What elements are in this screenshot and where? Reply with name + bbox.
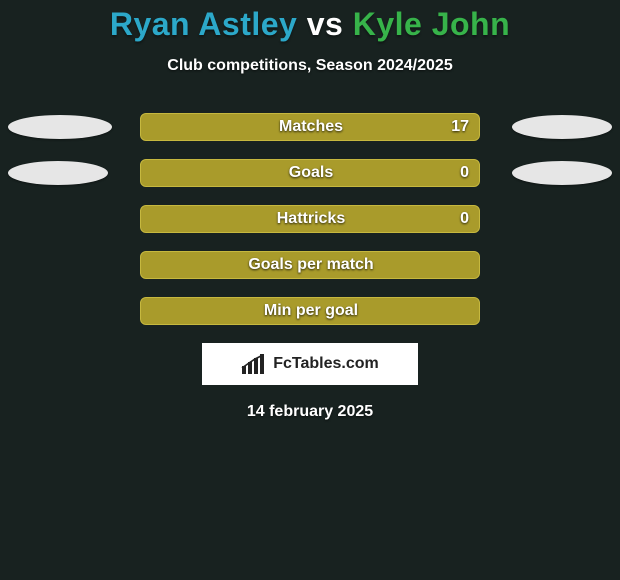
player-b-name: Kyle John: [353, 6, 510, 42]
left-ellipse: [8, 161, 108, 185]
bars-icon: [241, 354, 267, 374]
bar-track: Goals per match: [140, 251, 480, 279]
bar-track: Matches17: [140, 113, 480, 141]
title: Ryan Astley vs Kyle John: [0, 6, 620, 43]
bar-fill: [141, 160, 479, 186]
logo-box: FcTables.com: [202, 343, 418, 385]
bar-track: Min per goal: [140, 297, 480, 325]
subtitle: Club competitions, Season 2024/2025: [0, 57, 620, 75]
stat-row: Goals per match: [0, 251, 620, 279]
stat-row: Hattricks0: [0, 205, 620, 233]
stat-row: Goals0: [0, 159, 620, 187]
bar-fill: [141, 252, 479, 278]
vs-text: vs: [307, 6, 344, 42]
bar-fill: [141, 206, 479, 232]
bar-fill: [141, 114, 479, 140]
player-a-name: Ryan Astley: [110, 6, 298, 42]
right-ellipse: [512, 115, 612, 139]
bar-fill: [141, 298, 479, 324]
bar-track: Hattricks0: [140, 205, 480, 233]
logo-text: FcTables.com: [273, 355, 379, 373]
comparison-card: Ryan Astley vs Kyle John Club competitio…: [0, 0, 620, 580]
stat-rows: Matches17 Goals0 Hattricks0 Goals per match…: [0, 113, 620, 325]
bar-track: Goals0: [140, 159, 480, 187]
date: 14 february 2025: [0, 403, 620, 421]
stat-row: Min per goal: [0, 297, 620, 325]
right-ellipse: [512, 161, 612, 185]
left-ellipse: [8, 115, 112, 139]
stat-row: Matches17: [0, 113, 620, 141]
